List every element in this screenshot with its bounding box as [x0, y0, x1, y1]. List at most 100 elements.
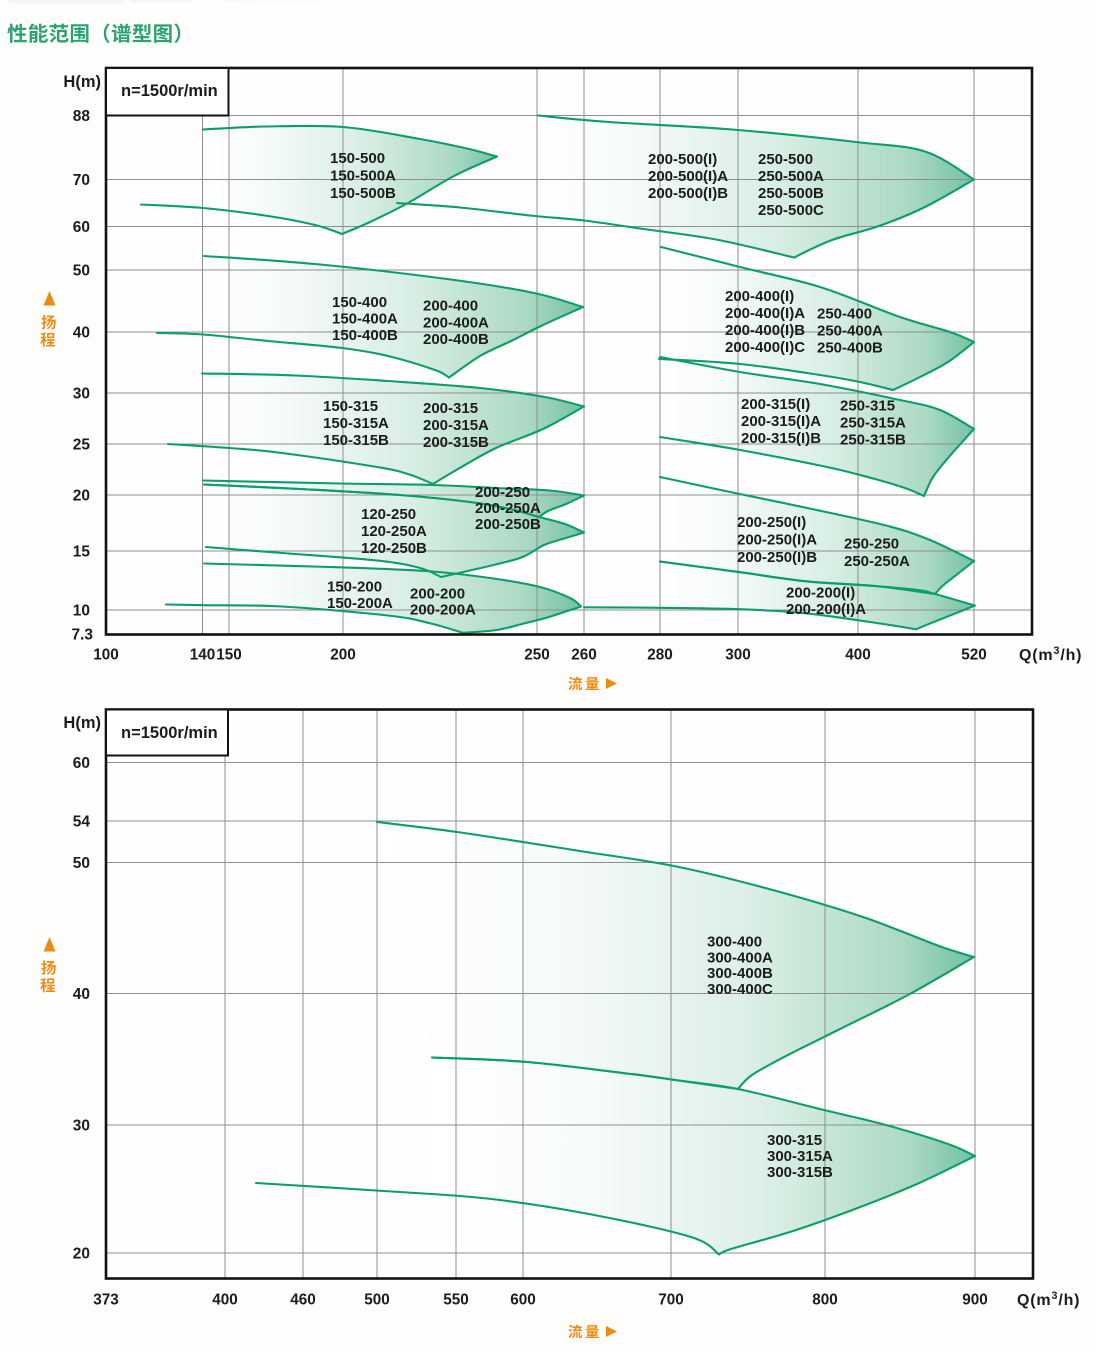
svg-text:200-315A: 200-315A: [423, 417, 489, 434]
svg-text:200-400(I): 200-400(I): [725, 288, 794, 305]
svg-text:n=1500r/min: n=1500r/min: [121, 82, 218, 100]
svg-text:100: 100: [93, 647, 119, 664]
svg-text:150-200A: 150-200A: [327, 595, 393, 612]
svg-text:250-400: 250-400: [817, 306, 872, 323]
svg-text:900: 900: [962, 1292, 988, 1309]
svg-text:Q(m3/h): Q(m3/h): [1017, 1290, 1080, 1309]
svg-text:200-400B: 200-400B: [423, 331, 489, 348]
svg-text:250-250: 250-250: [844, 536, 899, 553]
svg-text:n=1500r/min: n=1500r/min: [121, 724, 218, 742]
svg-text:40: 40: [73, 986, 90, 1003]
svg-text:20: 20: [73, 487, 90, 504]
svg-text:200: 200: [330, 647, 356, 664]
svg-text:300-400: 300-400: [707, 934, 762, 951]
svg-text:200-400(I)A: 200-400(I)A: [725, 305, 805, 322]
svg-text:200-250: 200-250: [475, 484, 530, 501]
svg-text:520: 520: [961, 647, 987, 664]
svg-text:88: 88: [73, 108, 91, 125]
svg-text:150-315: 150-315: [323, 398, 378, 415]
svg-text:150-315A: 150-315A: [323, 415, 389, 432]
svg-text:150-400: 150-400: [332, 294, 387, 311]
svg-text:150-400A: 150-400A: [332, 311, 398, 328]
svg-text:25: 25: [73, 436, 91, 453]
svg-text:500: 500: [364, 1292, 390, 1309]
svg-text:H(m): H(m): [63, 714, 101, 732]
svg-text:200-200A: 200-200A: [410, 602, 476, 619]
svg-text:200-400(I)B: 200-400(I)B: [725, 322, 805, 339]
svg-text:Q(m3/h): Q(m3/h): [1019, 645, 1082, 664]
svg-text:250-500C: 250-500C: [758, 202, 824, 219]
svg-text:400: 400: [845, 647, 871, 664]
svg-text:250-315A: 250-315A: [840, 415, 906, 432]
svg-text:60: 60: [73, 755, 90, 772]
svg-text:200-250(I): 200-250(I): [737, 514, 806, 531]
svg-text:150-200: 150-200: [327, 579, 382, 596]
svg-text:7.3: 7.3: [71, 626, 93, 643]
svg-text:300-315B: 300-315B: [767, 1164, 833, 1181]
svg-text:200-500(I): 200-500(I): [648, 151, 717, 168]
svg-text:200-500(I)A: 200-500(I)A: [648, 168, 728, 185]
svg-text:373: 373: [93, 1292, 119, 1309]
svg-text:280: 280: [647, 647, 673, 664]
svg-text:70: 70: [73, 172, 90, 189]
svg-text:250-315: 250-315: [840, 398, 895, 415]
svg-text:250-500A: 250-500A: [758, 168, 824, 185]
svg-text:600: 600: [510, 1292, 536, 1309]
svg-text:150-400B: 150-400B: [332, 327, 398, 344]
svg-text:800: 800: [812, 1292, 838, 1309]
svg-text:60: 60: [73, 219, 90, 236]
svg-text:200-250B: 200-250B: [475, 516, 541, 533]
svg-text:54: 54: [73, 813, 91, 830]
svg-text:250-315B: 250-315B: [840, 432, 906, 449]
svg-text:140: 140: [190, 647, 216, 664]
svg-text:260: 260: [571, 647, 597, 664]
svg-text:200-200(I)A: 200-200(I)A: [786, 601, 866, 618]
svg-text:200-315(I)A: 200-315(I)A: [741, 413, 821, 430]
svg-text:700: 700: [658, 1292, 684, 1309]
svg-text:460: 460: [290, 1292, 316, 1309]
svg-text:40: 40: [73, 324, 90, 341]
svg-text:200-500(I)B: 200-500(I)B: [648, 185, 728, 202]
svg-text:400: 400: [212, 1292, 238, 1309]
svg-text:200-315B: 200-315B: [423, 434, 489, 451]
svg-text:200-250(I)A: 200-250(I)A: [737, 532, 817, 549]
svg-text:120-250B: 120-250B: [361, 540, 427, 557]
svg-text:15: 15: [73, 543, 91, 560]
svg-text:150-500A: 150-500A: [330, 168, 396, 185]
svg-text:50: 50: [73, 262, 90, 279]
svg-text:H(m): H(m): [63, 73, 101, 91]
svg-text:300-315A: 300-315A: [767, 1148, 833, 1165]
svg-text:200-400: 200-400: [423, 298, 478, 315]
svg-text:300-400B: 300-400B: [707, 965, 773, 982]
svg-text:150: 150: [216, 647, 242, 664]
svg-text:200-250(I)B: 200-250(I)B: [737, 549, 817, 566]
svg-text:30: 30: [73, 385, 90, 402]
svg-text:200-315(I): 200-315(I): [741, 396, 810, 413]
svg-text:250-400A: 250-400A: [817, 323, 883, 340]
svg-text:250-500: 250-500: [758, 151, 813, 168]
svg-text:30: 30: [73, 1117, 90, 1134]
svg-text:200-315(I)B: 200-315(I)B: [741, 430, 821, 447]
svg-text:200-250A: 200-250A: [475, 500, 541, 517]
svg-text:250-400B: 250-400B: [817, 340, 883, 357]
svg-text:10: 10: [73, 602, 90, 619]
svg-text:550: 550: [443, 1292, 469, 1309]
svg-text:50: 50: [73, 855, 90, 872]
svg-text:150-500: 150-500: [330, 150, 385, 167]
svg-text:250: 250: [524, 647, 550, 664]
svg-text:200-200(I): 200-200(I): [786, 585, 855, 602]
svg-text:200-400A: 200-400A: [423, 314, 489, 331]
svg-text:150-315B: 150-315B: [323, 432, 389, 449]
svg-text:200-400(I)C: 200-400(I)C: [725, 339, 805, 356]
svg-text:250-500B: 250-500B: [758, 185, 824, 202]
svg-text:200-315: 200-315: [423, 400, 478, 417]
svg-text:120-250: 120-250: [361, 506, 416, 523]
svg-text:250-250A: 250-250A: [844, 553, 910, 570]
svg-text:120-250A: 120-250A: [361, 523, 427, 540]
svg-text:300-315: 300-315: [767, 1132, 822, 1149]
svg-text:200-200: 200-200: [410, 586, 465, 603]
svg-text:300: 300: [725, 647, 751, 664]
svg-text:150-500B: 150-500B: [330, 185, 396, 202]
svg-text:300-400A: 300-400A: [707, 949, 773, 966]
svg-text:20: 20: [73, 1245, 90, 1262]
